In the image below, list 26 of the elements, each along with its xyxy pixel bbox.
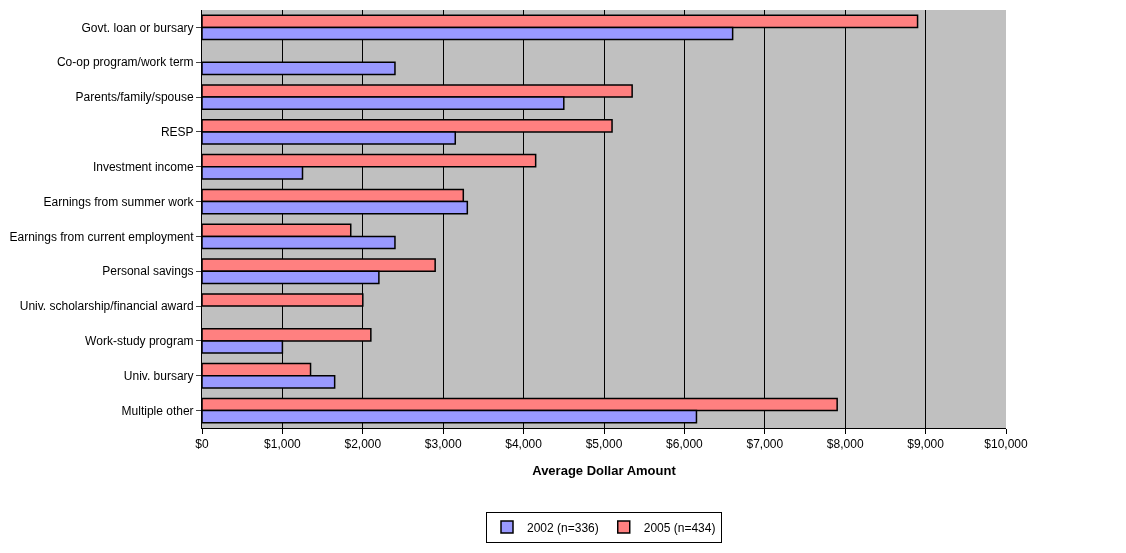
y-tick-label: Univ. bursary	[123, 368, 194, 383]
legend-label: 2005 (n=434)	[643, 520, 716, 535]
x-tick-label: $5,000	[585, 437, 623, 452]
x-tick-label: $7,000	[746, 437, 784, 452]
x-axis-title: Average Dollar Amount	[532, 463, 677, 478]
x-tick-label: $6,000	[666, 437, 704, 452]
y-tick-label: Work-study program	[85, 334, 194, 349]
y-tick-label: Univ. scholarship/financial award	[19, 299, 194, 314]
x-tick-label: $9,000	[907, 437, 945, 452]
x-tick-label: $10,000	[984, 437, 1029, 452]
x-tick-label: $0	[195, 437, 209, 452]
y-tick-label: Govt. loan or bursary	[81, 20, 194, 35]
y-tick-label: Earnings from current employment	[9, 229, 195, 244]
y-tick-label: Parents/family/spouse	[75, 90, 194, 105]
x-tick-label: $4,000	[505, 437, 543, 452]
y-tick-label: RESP	[160, 125, 194, 140]
y-tick-label: Earnings from summer work	[43, 194, 195, 209]
x-tick-label: $3,000	[424, 437, 462, 452]
y-tick-label: Investment income	[92, 159, 194, 174]
y-tick-label: Personal savings	[102, 264, 194, 279]
y-tick-label: Co-op program/work term	[56, 55, 194, 70]
x-tick-label: $1,000	[264, 437, 302, 452]
legend-label: 2002 (n=336)	[527, 520, 599, 535]
y-tick-label: Multiple other	[121, 403, 194, 418]
x-tick-label: $2,000	[344, 437, 382, 452]
x-tick-label: $8,000	[826, 437, 864, 452]
